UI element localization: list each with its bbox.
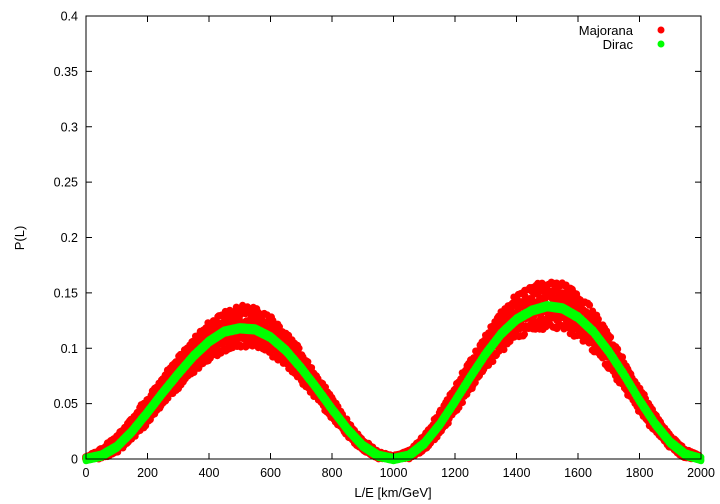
x-axis-label: L/E [km/GeV] xyxy=(354,485,431,500)
majorana-point xyxy=(520,330,529,338)
legend-marker-majorana xyxy=(657,26,665,34)
x-tick-label: 200 xyxy=(137,466,158,480)
y-tick-label: 0.35 xyxy=(54,65,78,79)
majorana-point xyxy=(614,345,622,353)
x-tick-label: 600 xyxy=(260,466,281,480)
majorana-point xyxy=(585,301,594,309)
legend: Majorana Dirac xyxy=(579,23,665,52)
majorana-point xyxy=(489,357,497,366)
y-tick-label: 0.15 xyxy=(54,286,78,300)
x-tick-label: 1400 xyxy=(503,466,531,480)
x-tick-label: 1200 xyxy=(441,466,469,480)
y-axis-label: P(L) xyxy=(12,226,27,251)
majorana-point xyxy=(618,353,627,361)
legend-marker-dirac xyxy=(657,40,665,48)
x-tick-label: 1600 xyxy=(564,466,592,480)
majorana-point xyxy=(594,315,602,323)
y-tick-label: 0.05 xyxy=(54,397,78,411)
legend-label-majorana: Majorana xyxy=(579,23,634,38)
majorana-point xyxy=(307,364,316,372)
majorana-point xyxy=(500,346,508,354)
x-tick-label: 2000 xyxy=(687,466,715,480)
y-tick-label: 0 xyxy=(71,453,78,467)
axis-ticks: 0 200 400 600 800 1000 1200 1400 1600 1800 2000 0 0.… xyxy=(54,10,715,481)
x-tick-label: 800 xyxy=(322,466,343,480)
y-tick-label: 0.2 xyxy=(61,231,78,245)
y-tick-label: 0.3 xyxy=(61,120,78,134)
x-tick-label: 1000 xyxy=(380,466,408,480)
x-tick-label: 1800 xyxy=(626,466,654,480)
y-tick-label: 0.1 xyxy=(61,342,78,356)
x-tick-label: 400 xyxy=(199,466,220,480)
plot-marks xyxy=(82,278,705,465)
y-tick-label: 0.4 xyxy=(61,10,78,24)
majorana-point xyxy=(458,398,466,407)
majorana-point xyxy=(606,333,615,341)
legend-label-dirac: Dirac xyxy=(603,37,634,52)
majorana-point xyxy=(295,344,303,352)
y-tick-label: 0.25 xyxy=(54,176,78,190)
x-tick-label: 0 xyxy=(83,466,90,480)
